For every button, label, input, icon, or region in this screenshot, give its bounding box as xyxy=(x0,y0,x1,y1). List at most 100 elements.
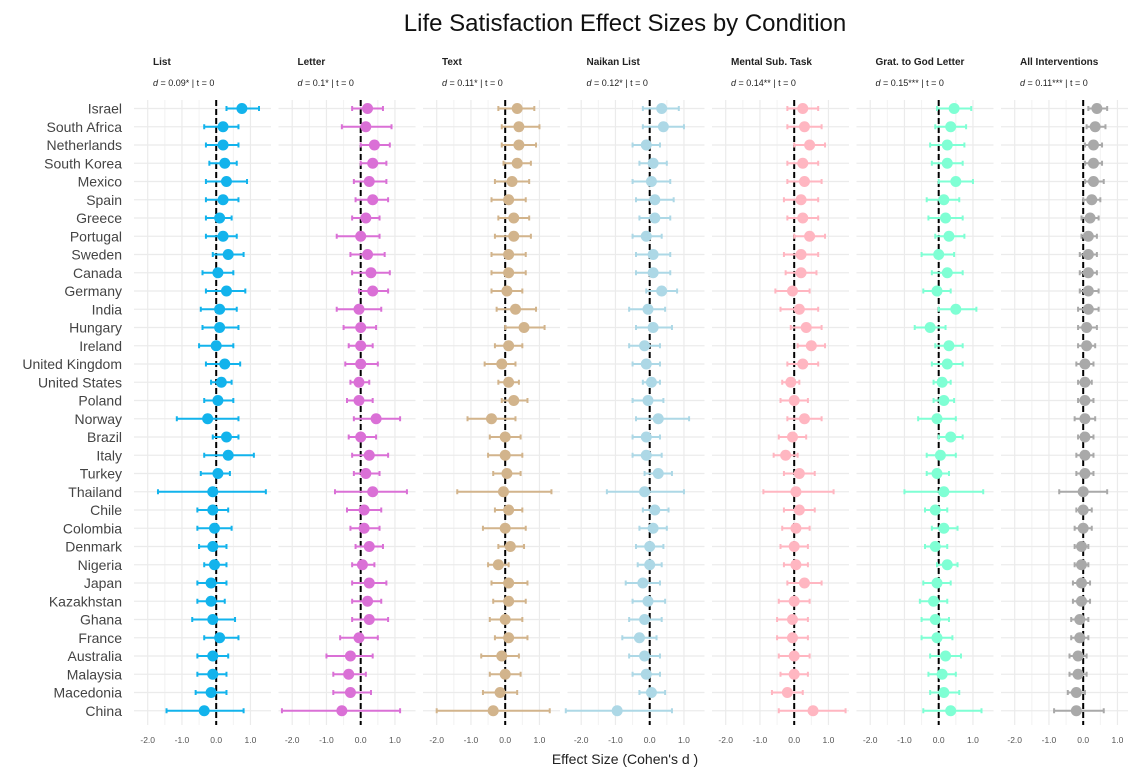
effect-point xyxy=(797,103,809,114)
effect-point xyxy=(790,486,802,498)
effect-point xyxy=(804,230,816,242)
facet-stat-d: d xyxy=(153,78,159,88)
effect-point xyxy=(1079,358,1091,370)
effect-point xyxy=(503,577,515,589)
effect-point xyxy=(642,595,654,607)
country-label: Ghana xyxy=(80,612,122,628)
x-tick-label: 1.0 xyxy=(389,735,401,745)
effect-point xyxy=(931,413,943,425)
x-tick-label: -1.0 xyxy=(319,735,334,745)
x-tick-label: 0.0 xyxy=(355,735,367,745)
effect-point xyxy=(807,705,819,717)
facet-stat-value: = 0.14** | t = 0 xyxy=(736,78,796,88)
x-tick-label: -2.0 xyxy=(285,735,300,745)
effect-point xyxy=(353,632,365,644)
effect-point xyxy=(805,340,817,352)
x-tick-label: -2.0 xyxy=(140,735,155,745)
effect-point xyxy=(938,395,950,406)
effect-point xyxy=(647,157,659,169)
effect-point xyxy=(639,340,651,352)
country-label: India xyxy=(92,301,123,317)
effect-point xyxy=(217,121,229,133)
effect-point xyxy=(786,632,798,644)
effect-point xyxy=(499,614,511,625)
country-label: Portugal xyxy=(70,228,122,244)
effect-point xyxy=(790,522,802,534)
effect-point xyxy=(938,194,950,206)
facet-stat: d = 0.15*** | t = 0 xyxy=(876,78,944,88)
effect-point xyxy=(207,504,219,516)
effect-point xyxy=(370,413,382,425)
effect-point xyxy=(1087,139,1099,151)
effect-point xyxy=(217,139,229,151)
country-label: United States xyxy=(38,374,122,390)
effect-point xyxy=(938,522,950,534)
effect-point xyxy=(499,431,511,443)
effect-point xyxy=(1079,468,1091,479)
country-label: Brazil xyxy=(87,429,122,445)
effect-point xyxy=(511,157,523,169)
effect-point xyxy=(795,194,807,206)
facet-title: Mental Sub. Task xyxy=(731,57,812,68)
effect-point xyxy=(637,577,649,589)
facet-stat-d: d xyxy=(442,78,448,88)
effect-point xyxy=(941,139,953,151)
facet-stat: d = 0.11* | t = 0 xyxy=(442,78,503,88)
effect-point xyxy=(938,687,950,698)
effect-point xyxy=(795,267,807,279)
country-label: South Africa xyxy=(47,119,123,135)
effect-point xyxy=(788,541,800,552)
facet-panel: Mental Sub. Task d = 0.14** | t = 0 -2.0 -1… xyxy=(712,57,849,745)
effect-point xyxy=(1082,249,1094,260)
effect-point xyxy=(1075,541,1087,552)
x-tick-label: 0.0 xyxy=(1077,735,1089,745)
effect-point xyxy=(652,468,664,479)
effect-point xyxy=(640,668,652,680)
effect-point xyxy=(797,212,809,224)
x-tick-label: 0.0 xyxy=(499,735,511,745)
country-label: Norway xyxy=(75,411,122,427)
effect-point xyxy=(212,468,224,479)
effect-point xyxy=(795,249,807,260)
effect-point xyxy=(207,668,219,680)
facet-stat-value: = 0.09* | t = 0 xyxy=(158,78,214,88)
effect-point xyxy=(788,650,800,662)
effect-point xyxy=(487,705,499,717)
effect-point xyxy=(501,285,513,297)
effect-point xyxy=(214,212,226,224)
x-tick-label: -2.0 xyxy=(574,735,589,745)
effect-point xyxy=(647,322,659,333)
effect-point xyxy=(1074,632,1086,644)
effect-point xyxy=(929,614,941,625)
effect-point xyxy=(212,267,224,279)
facet-stat-value: = 0.15*** | t = 0 xyxy=(881,78,944,88)
effect-point xyxy=(222,449,234,461)
effect-point xyxy=(355,322,367,333)
effect-point xyxy=(1077,522,1089,534)
effect-point xyxy=(496,650,508,662)
effect-point xyxy=(936,376,948,388)
effect-point xyxy=(1082,267,1094,279)
effect-point xyxy=(948,103,960,114)
effect-point xyxy=(933,249,945,260)
effect-point xyxy=(931,632,943,644)
effect-point xyxy=(1079,395,1091,406)
effect-point xyxy=(1070,687,1082,698)
effect-point xyxy=(503,595,515,607)
effect-point xyxy=(367,157,379,169)
effect-point xyxy=(504,541,516,552)
effect-point xyxy=(214,303,226,315)
effect-point xyxy=(499,522,511,534)
effect-point xyxy=(798,577,810,589)
effect-point xyxy=(642,395,654,406)
effect-point xyxy=(941,559,953,571)
effect-point xyxy=(497,486,509,498)
effect-point xyxy=(503,194,515,206)
effect-point xyxy=(217,230,229,242)
facet-stat: d = 0.12* | t = 0 xyxy=(587,78,648,88)
effect-point xyxy=(931,285,943,297)
effect-point xyxy=(647,249,659,260)
effect-point xyxy=(353,376,365,388)
effect-point xyxy=(362,595,374,607)
country-label: Denmark xyxy=(65,539,123,555)
